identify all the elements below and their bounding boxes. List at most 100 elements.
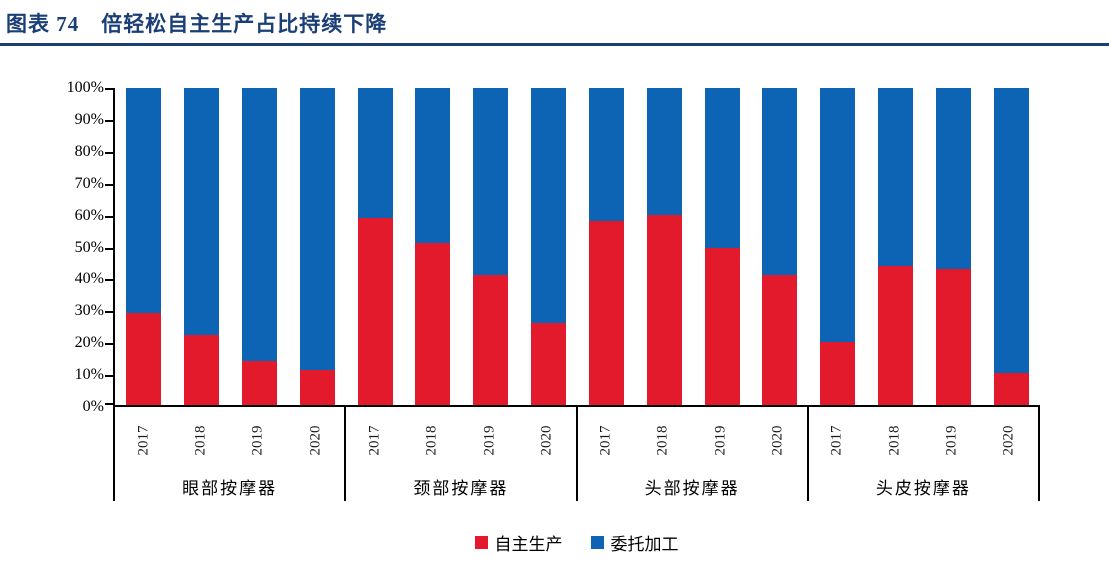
segment-自主生产: [588, 221, 624, 405]
segment-委托加工: [588, 88, 624, 222]
bar-头部按摩器-2020: [762, 88, 798, 405]
segment-自主生产: [415, 243, 451, 405]
year-label: 2018: [886, 425, 903, 455]
group-cell-头皮按摩器: 2017 2018 2019 2020 头皮按摩器: [806, 407, 1040, 501]
bar-颈部按摩器-2018: [415, 88, 451, 405]
bar-头皮按摩器-2017: [820, 88, 856, 405]
plot-area: [105, 88, 1040, 407]
years-row: 2017 2018 2019 2020: [346, 410, 575, 470]
year-label: 2019: [712, 425, 729, 455]
year-slot: 2019: [923, 410, 980, 470]
segment-自主生产: [242, 360, 278, 405]
y-tick-mark: [105, 183, 113, 186]
group-cell-颈部按摩器: 2017 2018 2019 2020 颈部按摩器: [344, 407, 575, 501]
y-tick-mark: [105, 279, 113, 282]
group-name-label: 头皮按摩器: [875, 479, 971, 498]
years-row: 2017 2018 2019 2020: [578, 410, 807, 470]
figure-title: 倍轻松自主生产占比持续下降: [101, 12, 388, 36]
legend-swatch: [474, 535, 488, 549]
y-tick-mark: [105, 375, 113, 378]
segment-委托加工: [877, 88, 913, 266]
year-label: 2018: [654, 425, 671, 455]
legend-label: 委托加工: [610, 534, 679, 554]
bar-头部按摩器-2018: [646, 88, 682, 405]
segment-自主生产: [704, 248, 740, 405]
chart-legend: 自主生产 委托加工: [113, 530, 1040, 554]
bar-颈部按摩器-2020: [531, 88, 567, 405]
bar-眼部按摩器-2018: [184, 88, 220, 405]
bar-头皮按摩器-2019: [935, 88, 971, 405]
figure-header: 图表 74 倍轻松自主生产占比持续下降: [6, 7, 387, 39]
bar-头皮按摩器-2020: [993, 88, 1029, 405]
segment-自主生产: [299, 370, 335, 405]
segment-委托加工: [415, 88, 451, 244]
segment-自主生产: [126, 313, 162, 405]
segment-自主生产: [646, 214, 682, 405]
segment-委托加工: [646, 88, 682, 215]
year-label: 2017: [597, 425, 614, 455]
legend-label: 自主生产: [494, 534, 563, 554]
year-slot: 2018: [404, 410, 461, 470]
year-slot: 2020: [749, 410, 806, 470]
y-tick-label: 50%: [74, 238, 104, 256]
segment-委托加工: [762, 88, 798, 276]
year-slot: 2018: [866, 410, 923, 470]
y-tick-label: 30%: [74, 302, 104, 320]
y-tick-label: 60%: [74, 206, 104, 224]
year-slot: 2020: [518, 410, 575, 470]
year-slot: 2017: [809, 410, 866, 470]
y-tick-mark: [105, 403, 113, 405]
segment-委托加工: [935, 88, 971, 269]
year-label: 2018: [192, 425, 209, 455]
year-slot: 2019: [230, 410, 287, 470]
bar-头部按摩器-2017: [588, 88, 624, 405]
year-label: 2020: [307, 425, 324, 455]
years-row: 2017 2018 2019 2020: [809, 410, 1038, 470]
segment-委托加工: [242, 88, 278, 361]
segment-自主生产: [762, 275, 798, 405]
bar-头皮按摩器-2018: [877, 88, 913, 405]
year-label: 2019: [249, 425, 266, 455]
group-name-label: 眼部按摩器: [182, 479, 278, 498]
year-slot: 2017: [115, 410, 172, 470]
y-tick-label: 40%: [74, 270, 104, 288]
title-rule: [0, 43, 1109, 46]
year-label: 2017: [135, 425, 152, 455]
bar-眼部按摩器-2017: [126, 88, 162, 405]
year-slot: 2018: [635, 410, 692, 470]
y-tick-label: 80%: [74, 142, 104, 160]
legend-item-自主生产: 自主生产: [474, 530, 563, 555]
year-slot: 2019: [692, 410, 749, 470]
bar-颈部按摩器-2017: [357, 88, 393, 405]
segment-委托加工: [704, 88, 740, 249]
year-label: 2017: [828, 425, 845, 455]
segment-自主生产: [877, 265, 913, 405]
year-label: 2018: [423, 425, 440, 455]
y-tick-mark: [105, 215, 113, 218]
group-cell-眼部按摩器: 2017 2018 2019 2020 眼部按摩器: [113, 407, 344, 501]
y-tick-label: 0%: [82, 398, 104, 415]
segment-自主生产: [473, 275, 509, 405]
years-row: 2017 2018 2019 2020: [115, 410, 344, 470]
year-slot: 2017: [578, 410, 635, 470]
group-name-label: 头部按摩器: [644, 479, 740, 498]
y-axis-labels: 100% 90% 80% 70% 60% 50% 40% 30% 20% 10% 0%: [28, 79, 104, 415]
segment-委托加工: [473, 88, 509, 276]
y-tick-mark: [105, 119, 113, 122]
y-tick-label: 70%: [74, 174, 104, 192]
segment-委托加工: [126, 88, 162, 314]
y-tick-mark: [105, 343, 113, 346]
segment-委托加工: [299, 88, 335, 371]
segment-委托加工: [184, 88, 220, 336]
legend-swatch: [590, 535, 604, 549]
y-tick-label: 90%: [74, 110, 104, 128]
y-tick-mark: [105, 311, 113, 314]
year-label: 2020: [769, 425, 786, 455]
year-slot: 2018: [172, 410, 229, 470]
segment-自主生产: [531, 322, 567, 405]
segment-委托加工: [531, 88, 567, 323]
year-label: 2019: [481, 425, 498, 455]
year-slot: 2020: [287, 410, 344, 470]
figure-number-label: 图表 74: [6, 12, 80, 36]
bar-眼部按摩器-2020: [299, 88, 335, 405]
